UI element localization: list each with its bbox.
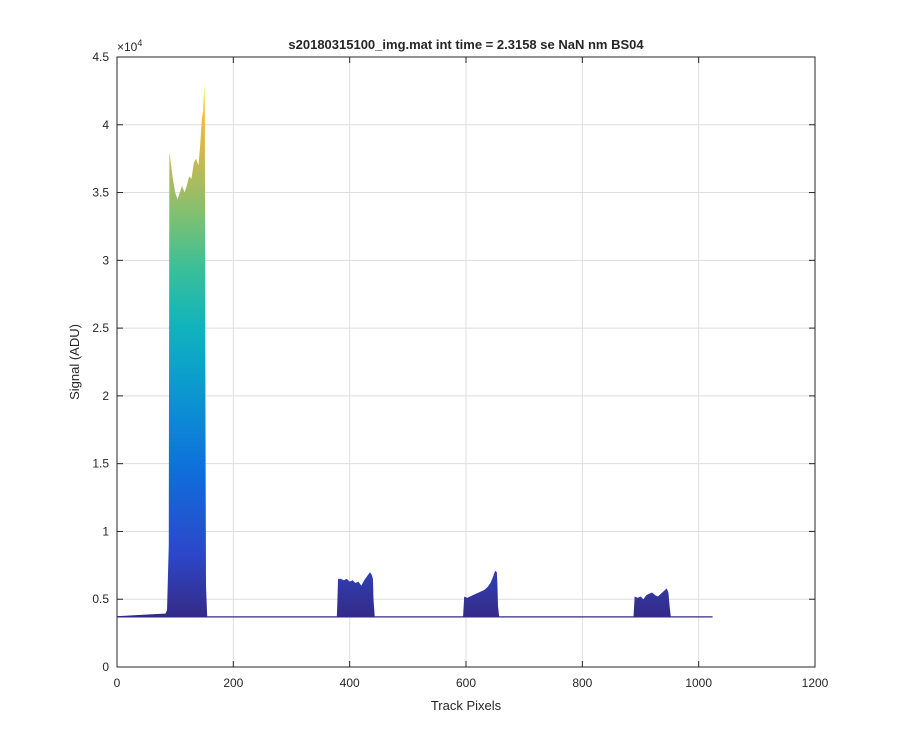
x-axis-label: Track Pixels [431,698,502,713]
x-tick-label: 800 [572,676,592,690]
x-tick-label: 1000 [685,676,712,690]
y-tick-label: 1.5 [92,457,109,471]
y-tick-label: 4.5 [92,50,109,64]
y-tick-label: 0.5 [92,592,109,606]
y-tick-label: 2 [102,389,109,403]
baseline-rise [117,613,167,617]
y-tick-label: 3 [102,253,109,267]
y-tick-label: 0 [102,660,109,674]
y-tick-label: 2.5 [92,321,109,335]
y-axis-exponent: ×104 [117,38,142,54]
signal-peak-1 [165,84,208,617]
x-tick-label: 200 [223,676,243,690]
y-axis-label: Signal (ADU) [67,324,82,400]
x-tick-label: 0 [114,676,121,690]
y-tick-label: 4 [102,118,109,132]
y-axis: 0 0.5 1 1.5 2 2.5 3 3.5 4 4.5 [92,50,815,674]
y-tick-label: 3.5 [92,186,109,200]
y-exponent-power: 4 [137,38,142,48]
x-tick-label: 400 [340,676,360,690]
signal-peak-3 [463,570,500,617]
x-tick-label: 600 [456,676,476,690]
chart-title: s20180315100_img.mat int time = 2.3158 s… [288,37,644,52]
y-exponent-base: ×10 [117,40,138,54]
x-axis: 0 200 400 600 800 1000 1200 [114,57,829,690]
signal-series [117,84,713,618]
grid [117,57,815,667]
y-tick-label: 1 [102,524,109,538]
x-tick-label: 1200 [802,676,829,690]
signal-peak-2 [336,572,376,617]
signal-peak-4 [633,588,672,617]
